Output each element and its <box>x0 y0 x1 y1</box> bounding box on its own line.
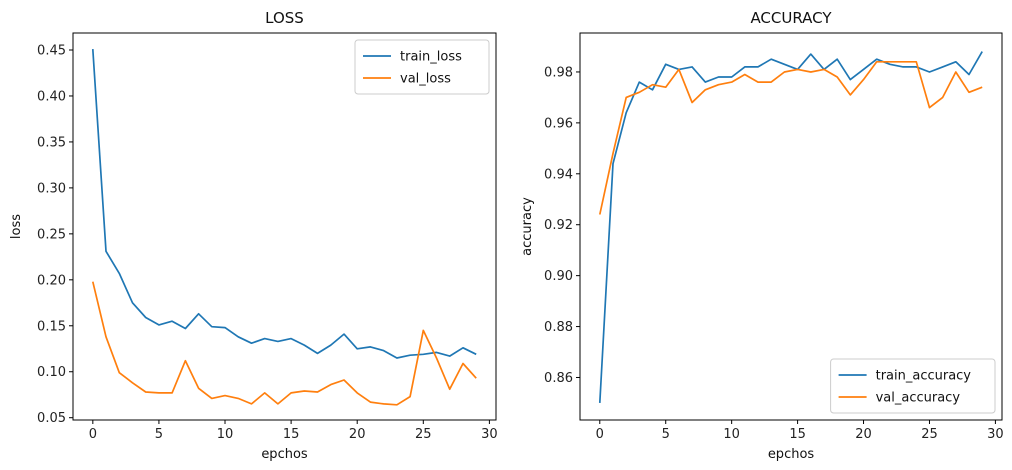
x-tick-label: 5 <box>662 427 670 442</box>
loss-chart: LOSS 0 5 10 15 20 25 30 0.05 0.10 0.15 0.20 0.25 0.30… <box>9 9 498 462</box>
legend: train_loss val_loss <box>354 39 490 95</box>
y-tick-label: 0.35 <box>37 135 66 150</box>
legend-label: val_loss <box>400 72 451 87</box>
y-tick-label: 0.45 <box>37 44 66 59</box>
legend: train_accuracy val_accuracy <box>830 358 996 414</box>
legend-label: train_loss <box>400 50 462 65</box>
x-tick-label: 30 <box>481 427 498 442</box>
series-line-val-loss <box>91 281 477 406</box>
chart-title: ACCURACY <box>750 9 832 27</box>
y-axis-label: accuracy <box>520 197 535 256</box>
y-tick-label: 0.05 <box>37 411 66 426</box>
series-line-train-accuracy <box>598 51 983 403</box>
y-tick-label: 0.94 <box>544 167 573 182</box>
y-tick-label: 0.90 <box>544 269 573 284</box>
y-tick-label: 0.98 <box>544 65 573 80</box>
y-tick-label: 0.10 <box>37 365 66 380</box>
y-tick-label: 0.25 <box>37 227 66 242</box>
x-tick-label: 10 <box>723 427 740 442</box>
x-tick-label: 10 <box>217 427 234 442</box>
y-tick-label: 0.30 <box>37 181 66 196</box>
x-tick-label: 15 <box>789 427 806 442</box>
chart-title: LOSS <box>265 9 304 27</box>
x-tick-label: 20 <box>349 427 366 442</box>
legend-box <box>830 358 996 414</box>
y-tick-label: 0.88 <box>544 320 573 335</box>
y-tick-label: 0.86 <box>544 371 573 386</box>
x-tick-label: 30 <box>987 427 1004 442</box>
x-axis-label: epchos <box>261 447 308 462</box>
legend-label: val_accuracy <box>876 391 961 406</box>
y-tick-label: 0.15 <box>37 319 66 334</box>
plot-frame <box>72 32 497 421</box>
x-tick-label: 25 <box>921 427 938 442</box>
legend-label: train_accuracy <box>876 369 972 384</box>
accuracy-chart: ACCURACY 0 5 10 15 20 25 30 0.86 0.88 0.90 0.92 0.94… <box>520 9 1004 462</box>
y-tick-label: 0.40 <box>37 89 66 104</box>
x-tick-label: 15 <box>283 427 300 442</box>
x-tick-label: 0 <box>89 427 97 442</box>
plot-frame <box>579 32 1003 421</box>
x-tick-label: 20 <box>855 427 872 442</box>
x-axis-label: epchos <box>768 447 815 462</box>
y-tick-label: 0.20 <box>37 273 66 288</box>
x-tick-label: 0 <box>596 427 604 442</box>
x-tick-label: 5 <box>155 427 163 442</box>
y-tick-label: 0.92 <box>544 218 573 233</box>
x-tick-label: 25 <box>415 427 432 442</box>
y-tick-label: 0.96 <box>544 116 573 131</box>
legend-box <box>354 39 490 95</box>
series-line-val-accuracy <box>598 60 983 215</box>
series-line-train-loss <box>91 49 477 359</box>
y-axis-label: loss <box>9 214 24 239</box>
